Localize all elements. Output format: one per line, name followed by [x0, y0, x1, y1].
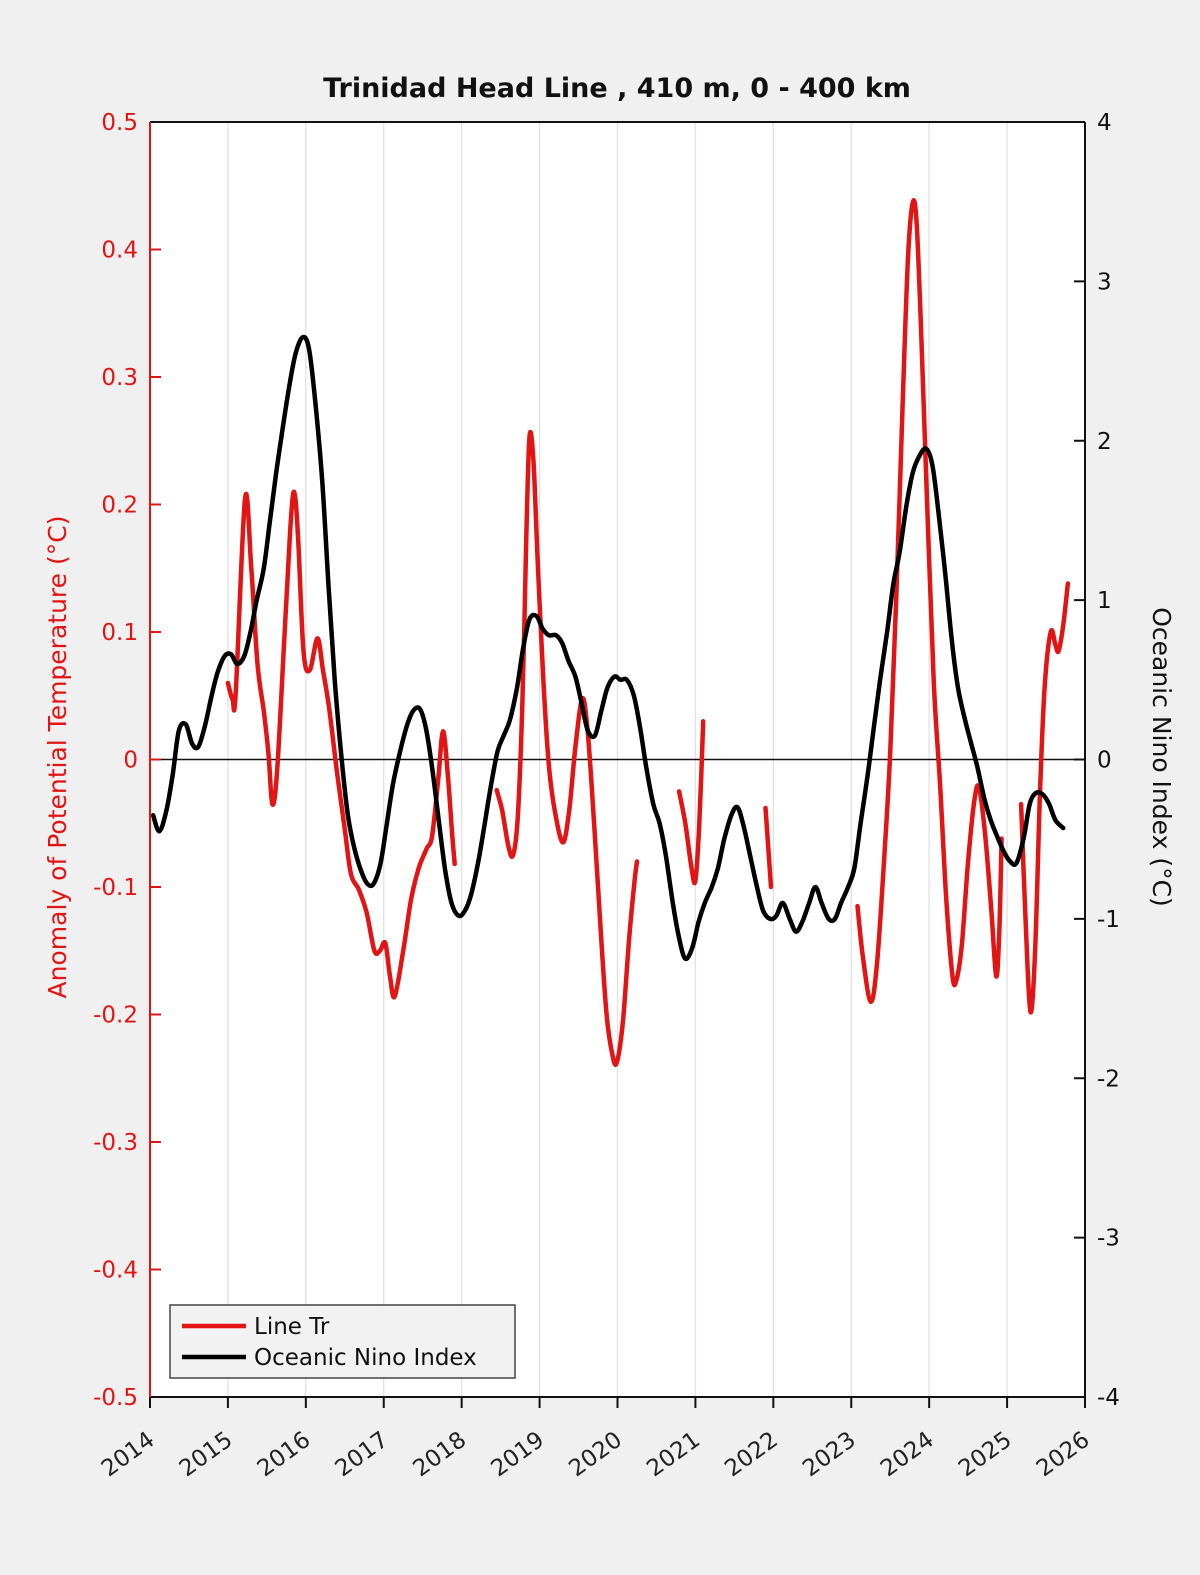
series-1-segment-0 — [150, 334, 1066, 962]
series-0-segment-0 — [225, 489, 457, 1000]
series-0-segment-3 — [763, 805, 774, 890]
series-0-segment-4 — [855, 198, 1004, 1004]
right-tick-label-6: -2 — [1097, 1066, 1120, 1092]
legend-label-oni: Oceanic Nino Index — [254, 1345, 477, 1371]
y-axis-label-left: Anomaly of Potential Temperature (°C) — [43, 516, 72, 999]
legend-label-line-tr: Line Tr — [254, 1314, 330, 1340]
left-tick-label-4: 0.1 — [101, 620, 138, 646]
series-0-segment-5 — [1018, 581, 1071, 1015]
series-0-segment-1 — [494, 429, 640, 1067]
left-tick-label-1: 0.4 — [101, 238, 138, 264]
series-0-segment-2 — [676, 719, 706, 886]
legend: Line Tr Oceanic Nino Index — [169, 1304, 516, 1379]
series-oceanic-nino-index — [150, 334, 1066, 962]
right-tick-label-4: 0 — [1097, 748, 1112, 774]
series-line-tr — [225, 198, 1071, 1067]
right-tick-label-8: -4 — [1097, 1385, 1120, 1411]
plot-box — [149, 121, 1086, 1398]
right-tick-label-5: -1 — [1097, 907, 1120, 933]
right-tick-label-7: -3 — [1097, 1226, 1120, 1252]
left-tick-label-3: 0.2 — [101, 493, 138, 519]
chart-title: Trinidad Head Line , 410 m, 0 - 400 km — [323, 73, 911, 104]
left-tick-label-8: -0.3 — [93, 1130, 138, 1156]
data-series — [150, 198, 1071, 1067]
y-axis-label-right: Oceanic Nino Index (°C) — [1147, 607, 1176, 907]
left-tick-label-2: 0.3 — [101, 365, 138, 391]
left-tick-label-5: 0 — [123, 748, 138, 774]
left-tick-label-9: -0.4 — [93, 1258, 138, 1284]
left-tick-label-6: -0.1 — [93, 875, 138, 901]
left-tick-label-7: -0.2 — [93, 1003, 138, 1029]
right-tick-label-3: 1 — [1097, 588, 1112, 614]
right-tick-label-2: 2 — [1097, 429, 1112, 455]
right-tick-label-0: 4 — [1097, 110, 1112, 136]
right-tick-label-1: 3 — [1097, 269, 1112, 295]
left-tick-label-0: 0.5 — [101, 110, 138, 136]
legend-box — [169, 1304, 516, 1379]
left-tick-label-10: -0.5 — [93, 1385, 138, 1411]
